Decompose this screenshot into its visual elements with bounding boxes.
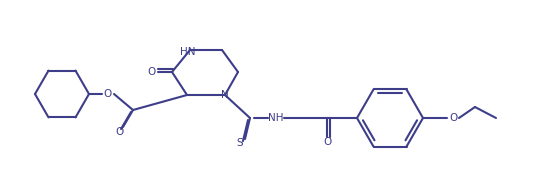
Text: O: O [449, 113, 457, 123]
Text: O: O [115, 127, 123, 137]
Text: N: N [221, 90, 229, 100]
Text: O: O [148, 67, 156, 77]
Text: O: O [104, 89, 112, 99]
Text: NH: NH [268, 113, 284, 123]
Text: HN: HN [180, 47, 196, 57]
Text: S: S [236, 138, 244, 148]
Text: O: O [323, 137, 331, 147]
